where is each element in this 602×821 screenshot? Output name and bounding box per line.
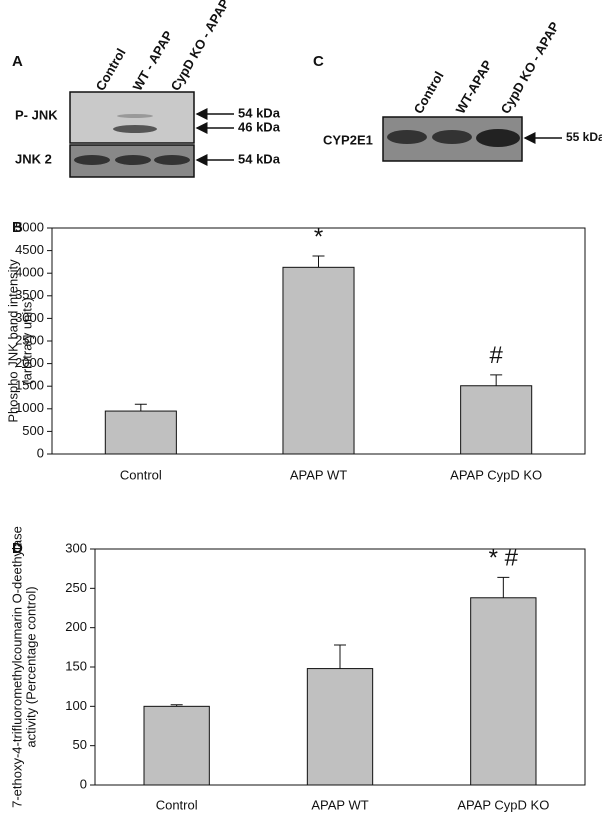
row-label: JNK 2 bbox=[15, 151, 52, 166]
error-bar bbox=[170, 704, 183, 707]
blot-jnk2 bbox=[69, 144, 195, 178]
x-tick-label: APAP CypD KO bbox=[457, 797, 549, 812]
y-tick-label: 150 bbox=[65, 658, 87, 673]
y-tick-label: 100 bbox=[65, 698, 87, 713]
bar bbox=[143, 705, 210, 786]
bar bbox=[282, 266, 355, 455]
marker-label: 54 kDa bbox=[238, 151, 281, 166]
y-tick-label: 3500 bbox=[15, 287, 44, 302]
annotation: * bbox=[314, 223, 323, 250]
y-tick-label: 50 bbox=[73, 737, 87, 752]
row-label: P- JNK bbox=[15, 107, 58, 122]
blot-cyp2e1 bbox=[382, 116, 523, 162]
lane-label: Control bbox=[93, 46, 129, 94]
blot-pjnk bbox=[69, 91, 195, 144]
marker-label: 55 kDa bbox=[566, 130, 602, 144]
y-tick-label: 4500 bbox=[15, 242, 44, 257]
bar bbox=[460, 385, 533, 455]
x-tick-label: Control bbox=[120, 467, 162, 482]
bar bbox=[104, 410, 177, 455]
x-tick-label: APAP WT bbox=[290, 467, 347, 482]
x-tick-label: APAP WT bbox=[311, 797, 368, 812]
y-tick-label: 250 bbox=[65, 580, 87, 595]
lane-label: CypD KO - APAP bbox=[168, 0, 233, 93]
y-tick-label: 200 bbox=[65, 619, 87, 634]
error-bar bbox=[134, 403, 147, 412]
panel-letter: C bbox=[313, 53, 324, 70]
error-bar bbox=[312, 255, 325, 268]
y-tick-label: 1500 bbox=[15, 378, 44, 393]
error-bar bbox=[334, 644, 346, 669]
y-tick-label: 3000 bbox=[15, 310, 44, 325]
y-axis-label: 7-ethoxy-4-trifluoromethylcoumarin O-dee… bbox=[9, 526, 24, 808]
y-axis-label: (arbitrary units) bbox=[19, 297, 34, 384]
y-tick-label: 2000 bbox=[15, 355, 44, 370]
lane-label: WT-APAP bbox=[453, 57, 496, 116]
y-tick-label: 500 bbox=[22, 423, 44, 438]
panel-letter: D bbox=[12, 540, 23, 557]
panel-letter: B bbox=[12, 219, 23, 236]
y-tick-label: 5000 bbox=[15, 219, 44, 234]
row-label: CYP2E1 bbox=[323, 132, 373, 147]
annotation: * # bbox=[489, 545, 519, 572]
y-tick-label: 0 bbox=[80, 776, 87, 791]
marker-label: 54 kDa bbox=[238, 105, 281, 120]
bar bbox=[306, 668, 374, 786]
annotation: # bbox=[489, 342, 503, 369]
lane-label: CypD KO - APAP bbox=[498, 19, 563, 116]
panel-letter: A bbox=[12, 53, 23, 70]
error-bar bbox=[490, 374, 503, 386]
error-bar bbox=[497, 576, 510, 598]
x-tick-label: APAP CypD KO bbox=[450, 467, 542, 482]
y-tick-label: 2500 bbox=[15, 332, 44, 347]
y-axis-label: activity (Percentage control) bbox=[23, 586, 38, 747]
y-tick-label: 300 bbox=[65, 540, 87, 555]
marker-label: 46 kDa bbox=[238, 119, 281, 134]
y-tick-label: 4000 bbox=[15, 265, 44, 280]
y-tick-label: 0 bbox=[37, 445, 44, 460]
lane-label: Control bbox=[411, 69, 447, 117]
y-axis-label: Phospho JNK band intensity bbox=[5, 259, 20, 423]
y-tick-label: 1000 bbox=[15, 400, 44, 415]
bar bbox=[470, 597, 537, 786]
x-tick-label: Control bbox=[156, 797, 198, 812]
